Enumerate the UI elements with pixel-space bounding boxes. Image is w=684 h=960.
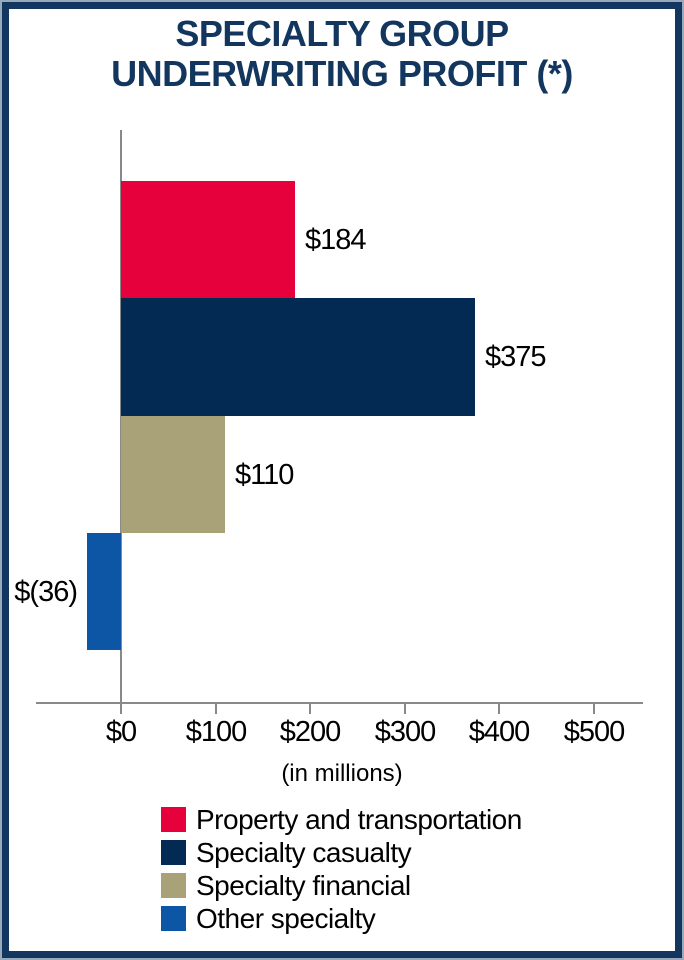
legend-item-property-and-transportation: Property and transportation <box>161 803 522 836</box>
x-tick-label-400: $400 <box>468 716 531 748</box>
legend-swatch-property-and-transportation <box>161 807 186 832</box>
x-tick-0 <box>120 704 122 714</box>
chart-title-line1: SPECIALTY GROUP <box>175 13 509 54</box>
bar-specialty-casualty <box>121 298 475 416</box>
value-label-property-and-transportation: $184 <box>305 224 367 256</box>
value-label-other-specialty: $(36) <box>14 576 78 608</box>
x-tick-label-100: $100 <box>185 716 248 748</box>
legend-label-specialty-casualty: Specialty casualty <box>196 836 412 868</box>
bar-property-and-transportation <box>121 181 295 298</box>
legend-swatch-specialty-casualty <box>161 840 186 865</box>
x-tick-300 <box>404 704 406 714</box>
x-axis-line <box>36 702 643 704</box>
legend-label-other-specialty: Other specialty <box>196 902 376 934</box>
chart-title: SPECIALTY GROUP UNDERWRITING PROFIT (*) <box>0 14 684 94</box>
legend-item-specialty-casualty: Specialty casualty <box>161 836 522 869</box>
x-tick-label-0: $0 <box>105 716 137 748</box>
value-label-specialty-casualty: $375 <box>485 341 547 373</box>
x-tick-label-500: $500 <box>563 716 626 748</box>
legend-label-property-and-transportation: Property and transportation <box>196 803 522 835</box>
chart-title-line2: UNDERWRITING PROFIT (*) <box>111 53 573 94</box>
axis-units-note: (in millions) <box>281 760 403 787</box>
bar-other-specialty <box>87 533 121 650</box>
x-tick-label-200: $200 <box>279 716 342 748</box>
x-tick-200 <box>309 704 311 714</box>
legend-item-other-specialty: Other specialty <box>161 902 522 935</box>
value-label-specialty-financial: $110 <box>235 459 294 491</box>
x-tick-500 <box>593 704 595 714</box>
bar-specialty-financial <box>121 416 225 533</box>
x-tick-100 <box>215 704 217 714</box>
legend-swatch-other-specialty <box>161 906 186 931</box>
legend-swatch-specialty-financial <box>161 873 186 898</box>
legend: Property and transportation Specialty cas… <box>161 803 522 935</box>
x-tick-label-300: $300 <box>374 716 437 748</box>
legend-label-specialty-financial: Specialty financial <box>196 869 411 901</box>
x-tick-400 <box>498 704 500 714</box>
legend-item-specialty-financial: Specialty financial <box>161 869 522 902</box>
